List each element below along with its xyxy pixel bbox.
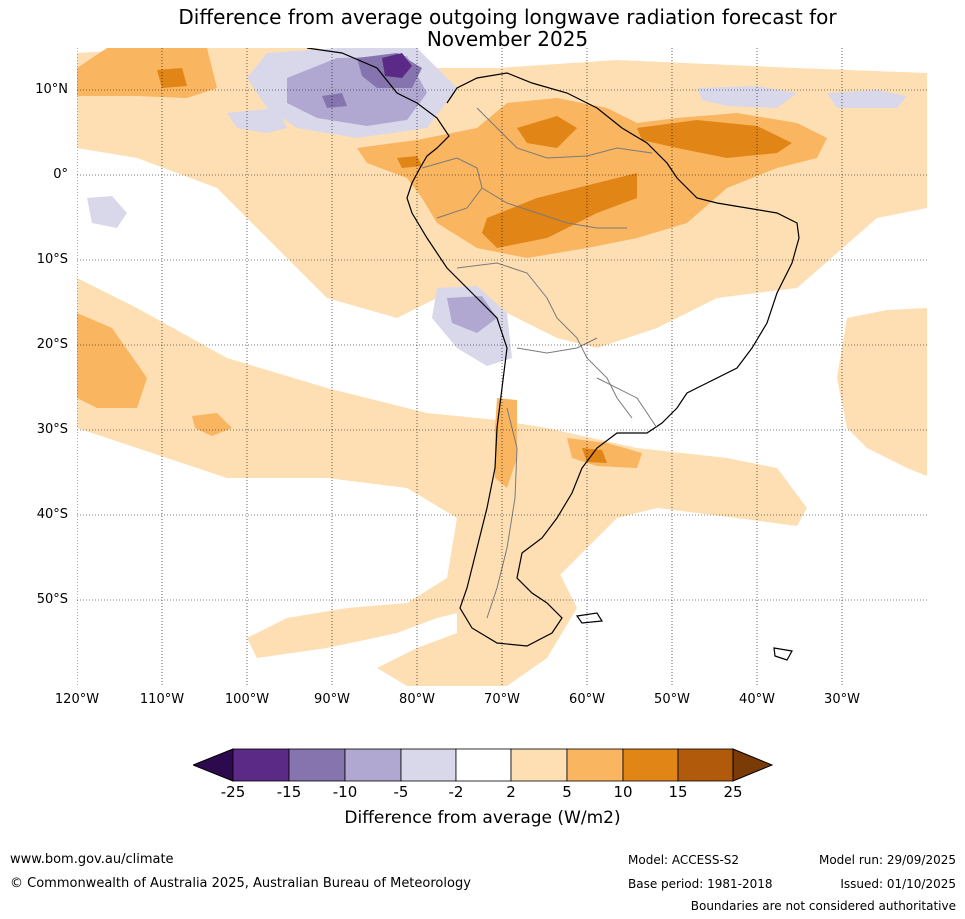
lat-label-20s: 20°S	[36, 337, 68, 352]
colorbar-bin-5	[455, 748, 512, 782]
anomaly-10-to-15	[157, 68, 792, 463]
colorbar-tick-minus15: -15	[276, 783, 302, 801]
lon-label-40w: 40°W	[739, 692, 775, 707]
lon-label-110w: 110°W	[139, 692, 185, 707]
colorbar-bin-7	[566, 748, 624, 782]
lon-label-80w: 80°W	[399, 692, 435, 707]
footer-copyright: © Commonwealth of Australia 2025, Austra…	[10, 876, 471, 891]
colorbar-bin-2	[288, 748, 346, 782]
lat-label-30s: 30°S	[36, 422, 68, 437]
colorbar-bin-8	[622, 748, 679, 782]
colorbar-tick-minus5: -5	[393, 783, 409, 801]
colorbar	[193, 748, 773, 782]
colorbar-extend-low	[193, 748, 234, 782]
lat-label-0: 0°	[53, 167, 68, 182]
lat-label-10s: 10°S	[36, 252, 68, 267]
colorbar-label: Difference from average (W/m2)	[344, 808, 621, 828]
lon-label-60w: 60°W	[569, 692, 605, 707]
lon-label-70w: 70°W	[484, 692, 520, 707]
lon-label-100w: 100°W	[224, 692, 270, 707]
lat-label-40s: 40°S	[36, 507, 68, 522]
colorbar-bin-9	[677, 748, 734, 782]
colorbar-tick-15: 15	[668, 783, 688, 801]
colorbar-bin-3	[344, 748, 402, 782]
lat-label-50s: 50°S	[36, 592, 68, 607]
colorbar-tick-2: 2	[506, 783, 516, 801]
colorbar-bin-4	[400, 748, 457, 782]
map-title-line2: November 2025	[426, 27, 589, 51]
lon-label-50w: 50°W	[654, 692, 690, 707]
map-panel	[77, 48, 927, 686]
colorbar-tick-25: 25	[723, 783, 743, 801]
lat-label-10n: 10°N	[35, 82, 68, 97]
colorbar-tick-minus2: -2	[448, 783, 464, 801]
graticule	[77, 48, 927, 686]
lon-label-90w: 90°W	[314, 692, 350, 707]
colorbar-extend-high	[732, 748, 773, 782]
footer-issued: Issued: 01/10/2025	[840, 877, 956, 891]
footer-model-run: Model run: 29/09/2025	[818, 853, 956, 867]
lon-label-120w: 120°W	[54, 692, 100, 707]
colorbar-tick-10: 10	[613, 783, 633, 801]
map-title-line1: Difference from average outgoing longwav…	[178, 5, 837, 29]
colorbar-tick-5: 5	[562, 783, 572, 801]
country-borders	[421, 107, 658, 619]
footer-model: Model: ACCESS-S2	[628, 853, 740, 867]
footer-base-period: Base period: 1981-2018	[628, 877, 773, 891]
footer-website[interactable]: www.bom.gov.au/climate	[10, 852, 174, 867]
colorbar-bin-1	[232, 748, 290, 782]
colorbar-tick-minus10: -10	[332, 783, 358, 801]
coastlines	[306, 48, 800, 661]
colorbar-tick-minus25: -25	[220, 783, 246, 801]
colorbar-bin-6	[510, 748, 568, 782]
lon-label-30w: 30°W	[824, 692, 860, 707]
footer-disclaimer: Boundaries are not considered authoritat…	[690, 899, 956, 913]
anomaly-minus25-to-minus15	[382, 53, 412, 78]
